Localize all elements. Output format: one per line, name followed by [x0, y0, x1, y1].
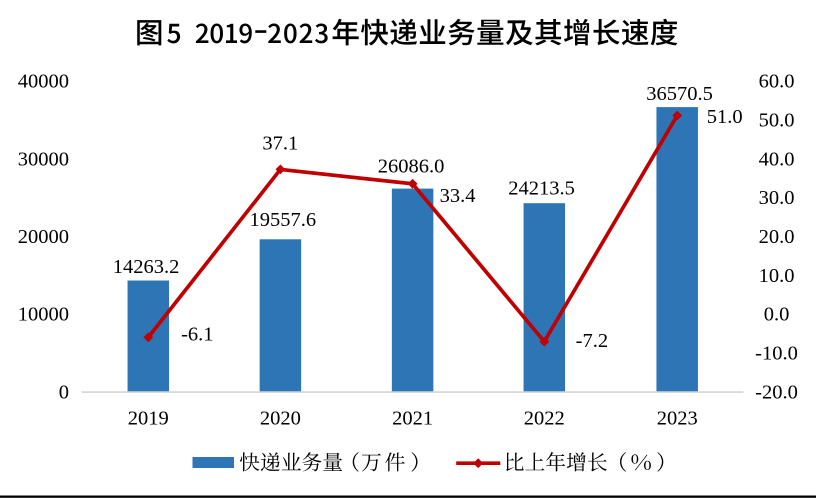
svg-text:20000: 20000: [18, 226, 69, 248]
svg-text:19557.6: 19557.6: [249, 209, 316, 231]
svg-text:37.1: 37.1: [262, 132, 298, 154]
svg-text:10.0: 10.0: [759, 265, 795, 287]
svg-text:50.0: 50.0: [759, 109, 795, 131]
svg-text:-6.1: -6.1: [181, 324, 213, 346]
svg-text:2023: 2023: [657, 408, 698, 430]
svg-text:40.0: 40.0: [759, 148, 795, 170]
svg-text:24213.5: 24213.5: [508, 178, 575, 200]
svg-text:51.0: 51.0: [707, 106, 743, 128]
svg-text:-10.0: -10.0: [755, 343, 798, 365]
svg-text:-20.0: -20.0: [755, 381, 798, 403]
svg-text:60.0: 60.0: [759, 71, 795, 93]
svg-text:40000: 40000: [18, 71, 69, 93]
svg-text:30.0: 30.0: [759, 187, 795, 209]
svg-text:30000: 30000: [18, 148, 69, 170]
svg-text:36570.5: 36570.5: [646, 83, 713, 105]
svg-text:26086.0: 26086.0: [378, 156, 445, 178]
svg-text:0.0: 0.0: [764, 304, 790, 326]
svg-text:2020: 2020: [260, 408, 301, 430]
svg-text:20.0: 20.0: [759, 226, 795, 248]
svg-text:33.4: 33.4: [440, 185, 476, 207]
svg-text:2021: 2021: [392, 408, 433, 430]
svg-text:0: 0: [59, 381, 69, 403]
svg-text:14263.2: 14263.2: [113, 256, 180, 278]
svg-text:2022: 2022: [524, 408, 565, 430]
svg-text:10000: 10000: [18, 304, 69, 326]
svg-text:-7.2: -7.2: [576, 330, 608, 352]
svg-text:2019: 2019: [128, 408, 169, 430]
